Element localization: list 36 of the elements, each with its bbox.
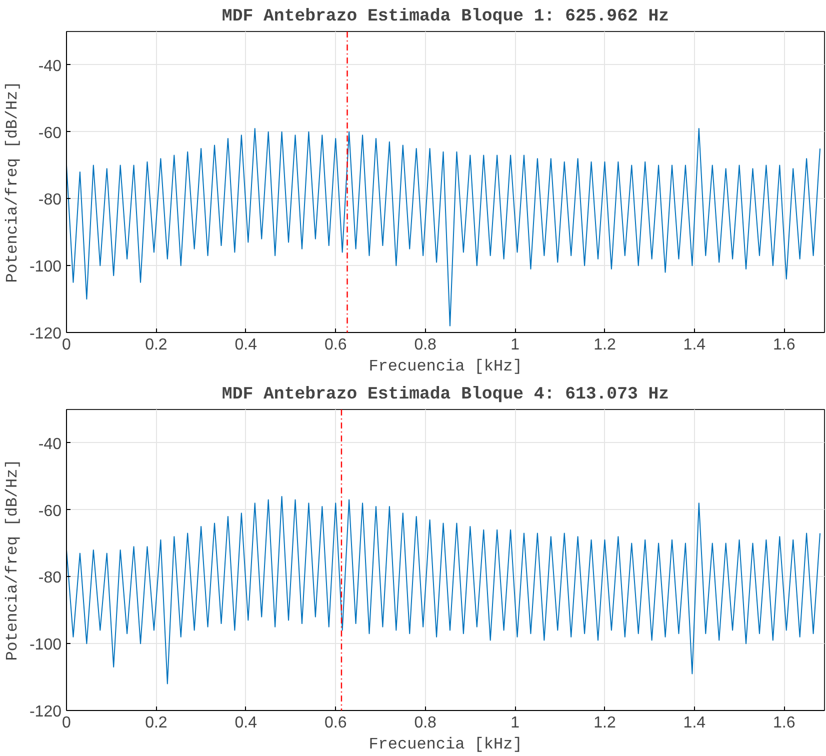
y-tick-label: -40 <box>38 58 62 75</box>
x-tick-label: 0.4 <box>234 336 258 354</box>
y-tick-label: -60 <box>38 502 62 520</box>
x-tick-label: 0.4 <box>234 714 258 732</box>
x-tick-label: 1 <box>510 714 520 732</box>
y-tick-label: -120 <box>29 704 62 720</box>
x-tick-label: 1.4 <box>683 336 706 354</box>
line-series <box>66 496 821 684</box>
x-tick-label: 1.2 <box>594 714 616 732</box>
x-tick-label: 0.8 <box>414 336 437 354</box>
chart-title: MDF Antebrazo Estimada Bloque 4: 613.073 Hz <box>222 386 670 404</box>
y-tick-label: -80 <box>38 570 62 587</box>
y-axis-title: Potencia/freq [dB/Hz] <box>3 81 22 283</box>
y-tick-label: -100 <box>29 636 62 654</box>
y-tick-label: -100 <box>29 258 62 276</box>
x-tick-label: 0.2 <box>145 714 168 732</box>
y-tick-label: -80 <box>38 192 62 209</box>
x-tick-label: 0 <box>62 336 72 354</box>
y-tick-label: -40 <box>38 436 62 453</box>
y-tick-label: -60 <box>38 124 62 142</box>
x-axis-title: Frecuencia [kHz] <box>368 358 522 376</box>
x-tick-label: 0.6 <box>324 714 347 732</box>
y-axis-title: Potencia/freq [dB/Hz] <box>3 459 22 661</box>
x-tick-label: 1.6 <box>773 714 796 732</box>
chart-title: MDF Antebrazo Estimada Bloque 1: 625.962 Hz <box>222 8 670 26</box>
x-tick-label: 1 <box>510 336 520 354</box>
line-series <box>66 128 821 326</box>
x-tick-label: 1.4 <box>683 714 706 732</box>
x-tick-label: 0.6 <box>324 336 347 354</box>
x-axis-title: Frecuencia [kHz] <box>368 736 522 754</box>
x-tick-label: 0.8 <box>414 714 437 732</box>
x-tick-label: 1.6 <box>773 336 796 354</box>
x-tick-label: 0.2 <box>145 336 168 354</box>
y-tick-label: -120 <box>29 326 62 342</box>
x-tick-label: 1.2 <box>594 336 616 354</box>
x-tick-label: 0 <box>62 714 72 732</box>
